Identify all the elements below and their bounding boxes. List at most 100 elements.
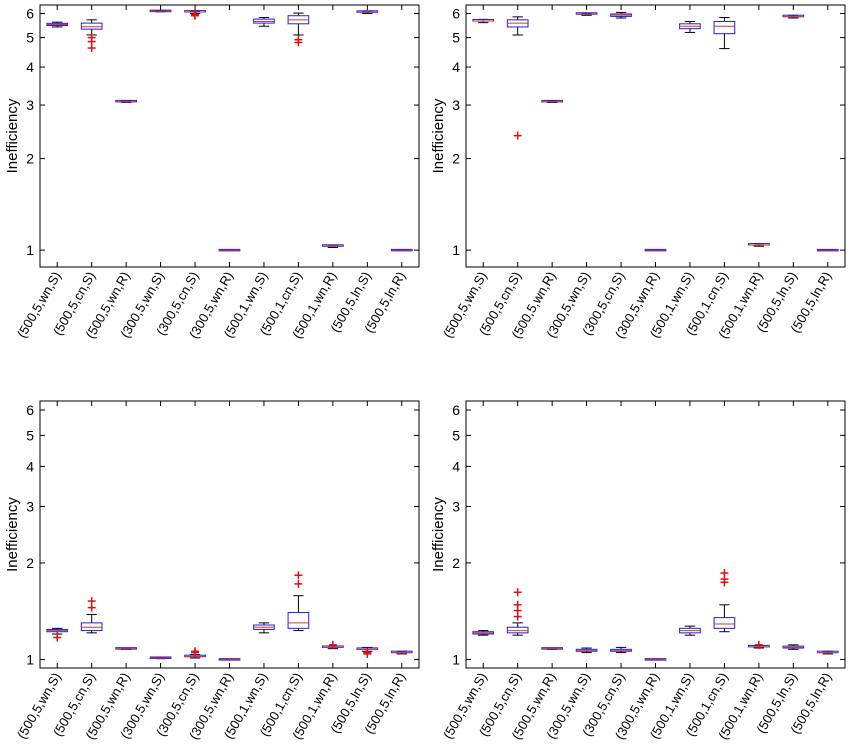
y-axis-label: Inefficiency — [4, 98, 21, 173]
y-tick-label: 5 — [452, 30, 460, 46]
y-tick-label: 5 — [452, 427, 460, 443]
box-5 — [644, 658, 667, 661]
outlier-marker — [513, 588, 522, 597]
y-tick-label: 6 — [26, 6, 34, 22]
y-tick-label: 2 — [452, 151, 460, 167]
outlier-marker — [513, 131, 522, 140]
y-tick-label: 4 — [452, 458, 460, 474]
outlier-marker — [294, 579, 303, 588]
y-tick-label: 6 — [452, 402, 460, 418]
box-9 — [356, 10, 379, 15]
box-6 — [679, 20, 701, 33]
box-9 — [782, 644, 805, 650]
y-tick-label: 4 — [26, 59, 34, 75]
box-8 — [322, 640, 344, 650]
outlier-marker — [513, 600, 522, 609]
box-0 — [46, 21, 69, 28]
outlier-marker — [720, 569, 729, 578]
box-2 — [541, 99, 563, 103]
box-9 — [356, 646, 379, 658]
outlier-marker — [754, 640, 763, 649]
box-10 — [816, 650, 839, 655]
box-0 — [472, 630, 495, 636]
box-10 — [816, 248, 839, 252]
box-4 — [184, 647, 206, 659]
y-tick-label: 6 — [452, 6, 460, 22]
box-7 — [287, 12, 310, 47]
y-tick-label: 3 — [26, 97, 34, 113]
box-3 — [149, 9, 172, 13]
box-5 — [218, 658, 241, 661]
box-body — [80, 22, 103, 30]
box-8 — [748, 243, 770, 247]
box-10 — [390, 650, 413, 655]
box-8 — [322, 244, 344, 249]
y-tick-label: 1 — [452, 242, 460, 258]
box-7 — [713, 17, 736, 50]
outlier-marker — [363, 649, 372, 658]
y-tick-label: 3 — [452, 97, 460, 113]
box-4 — [610, 646, 632, 654]
box-8 — [748, 640, 770, 649]
y-tick-label: 1 — [26, 242, 34, 258]
y-tick-label: 4 — [26, 458, 34, 474]
box-7 — [287, 571, 310, 632]
box-body — [713, 617, 736, 629]
box-6 — [253, 622, 275, 634]
outlier-marker — [191, 11, 200, 20]
box-6 — [679, 625, 701, 636]
y-tick-label: 6 — [26, 402, 34, 418]
y-tick-label: 1 — [26, 651, 34, 667]
y-tick-label: 3 — [26, 498, 34, 514]
box-0 — [46, 627, 69, 642]
plot-frame — [465, 4, 846, 268]
chart-bottom-left: 123456Inefficiency(500,5,wn,S)(500,5,cn,… — [4, 400, 420, 742]
outlier-marker — [294, 38, 303, 47]
box-body — [506, 626, 529, 634]
plot-frame — [465, 400, 846, 669]
box-4 — [610, 11, 632, 19]
y-axis-label: Inefficiency — [430, 497, 447, 572]
box-1 — [80, 19, 103, 53]
y-axis-label: Inefficiency — [4, 497, 21, 572]
outlier-marker — [53, 633, 62, 642]
y-tick-label: 3 — [452, 498, 460, 514]
plot-frame — [39, 4, 420, 268]
y-tick-label: 2 — [26, 151, 34, 167]
outlier-marker — [87, 44, 96, 53]
box-0 — [472, 18, 495, 24]
box-3 — [575, 647, 598, 654]
box-2 — [115, 647, 137, 650]
plot-frame — [39, 400, 420, 669]
y-tick-label: 2 — [26, 555, 34, 571]
box-5 — [644, 248, 667, 252]
box-body — [713, 20, 736, 35]
y-tick-label: 1 — [452, 651, 460, 667]
box-body — [287, 612, 310, 629]
y-tick-label: 4 — [452, 59, 460, 75]
box-1 — [506, 588, 529, 636]
box-3 — [575, 12, 598, 16]
chart-top-right: 123456Inefficiency(500,5,wn,S)(500,5,cn,… — [430, 4, 846, 341]
box-1 — [80, 597, 103, 634]
box-9 — [782, 14, 805, 19]
box-1 — [506, 16, 529, 140]
box-5 — [218, 248, 241, 252]
y-axis-label: Inefficiency — [430, 98, 447, 173]
y-tick-label: 5 — [26, 30, 34, 46]
box-2 — [541, 647, 563, 650]
outlier-marker — [294, 571, 303, 580]
box-7 — [713, 569, 736, 633]
y-tick-label: 2 — [452, 555, 460, 571]
chart-top-left: 123456Inefficiency(500,5,wn,S)(500,5,cn,… — [4, 4, 420, 341]
outlier-marker — [87, 597, 96, 606]
chart-bottom-right: 123456Inefficiency(500,5,wn,S)(500,5,cn,… — [430, 400, 846, 742]
box-6 — [253, 17, 275, 27]
outlier-marker — [328, 640, 337, 649]
box-3 — [149, 656, 172, 660]
box-4 — [184, 10, 206, 20]
box-2 — [115, 99, 137, 103]
box-10 — [390, 248, 413, 252]
outlier-marker — [191, 647, 200, 656]
